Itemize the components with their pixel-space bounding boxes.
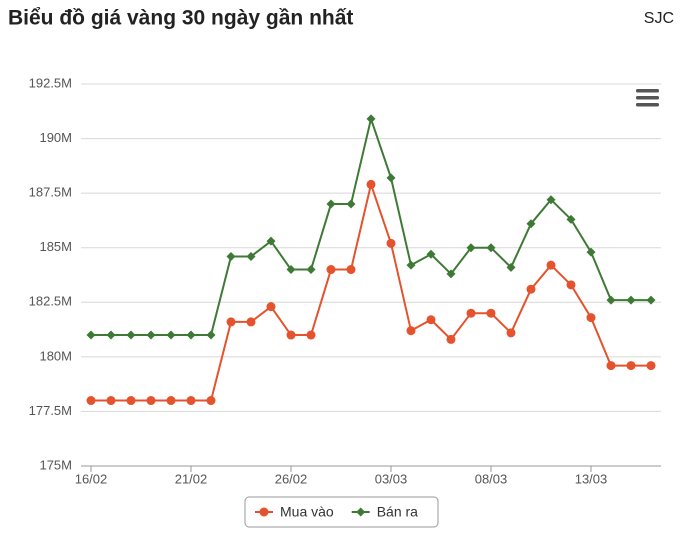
point bbox=[586, 247, 596, 257]
point bbox=[306, 330, 316, 340]
point bbox=[346, 199, 356, 209]
point bbox=[406, 260, 416, 270]
point bbox=[346, 265, 356, 275]
y-tick-label: 190M bbox=[39, 130, 72, 145]
point bbox=[86, 330, 96, 340]
menu-bar bbox=[636, 103, 659, 107]
legend-box bbox=[244, 496, 439, 528]
point bbox=[206, 330, 216, 340]
point bbox=[566, 280, 576, 290]
y-tick-label: 175M bbox=[39, 457, 72, 472]
point bbox=[646, 295, 656, 305]
point bbox=[546, 195, 556, 205]
point bbox=[106, 396, 116, 406]
point bbox=[126, 396, 136, 406]
point bbox=[446, 334, 456, 344]
point bbox=[166, 330, 176, 340]
menu-button[interactable] bbox=[636, 89, 659, 107]
point bbox=[586, 313, 596, 323]
x-tick-label: 13/03 bbox=[575, 471, 608, 486]
point bbox=[186, 396, 196, 406]
point bbox=[306, 265, 316, 275]
point bbox=[506, 328, 516, 338]
point bbox=[266, 236, 276, 246]
y-tick-label: 192.5M bbox=[29, 75, 72, 90]
point bbox=[206, 396, 216, 406]
point bbox=[266, 302, 276, 312]
point bbox=[246, 317, 256, 327]
point bbox=[326, 199, 336, 209]
chart-title: Biểu đồ giá vàng 30 ngày gần nhất bbox=[8, 7, 353, 30]
point bbox=[626, 361, 636, 371]
x-tick-label: 21/02 bbox=[175, 471, 208, 486]
point bbox=[646, 361, 656, 371]
point bbox=[126, 330, 136, 340]
legend-label: Bán ra bbox=[377, 504, 418, 520]
point bbox=[566, 214, 576, 224]
point bbox=[186, 330, 196, 340]
point bbox=[466, 243, 476, 253]
chart-subtitle: SJC bbox=[644, 10, 674, 27]
point bbox=[426, 249, 436, 259]
y-tick-label: 180M bbox=[39, 348, 72, 363]
point bbox=[466, 308, 476, 318]
point bbox=[356, 507, 366, 517]
point bbox=[606, 361, 616, 371]
point bbox=[226, 317, 236, 327]
point bbox=[286, 330, 296, 340]
y-tick-label: 185M bbox=[39, 239, 72, 254]
point bbox=[106, 330, 116, 340]
point bbox=[366, 114, 376, 124]
point bbox=[166, 396, 176, 406]
menu-bar bbox=[636, 96, 659, 100]
point bbox=[626, 295, 636, 305]
point bbox=[226, 251, 236, 261]
y-tick-label: 182.5M bbox=[29, 294, 72, 309]
point bbox=[146, 396, 156, 406]
legend-item[interactable]: Bán ra bbox=[351, 504, 418, 520]
point bbox=[486, 243, 496, 253]
y-tick-label: 177.5M bbox=[29, 403, 72, 418]
point bbox=[259, 507, 269, 517]
legend-label: Mua vào bbox=[280, 504, 334, 520]
point bbox=[526, 284, 536, 294]
y-tick-label: 187.5M bbox=[29, 185, 72, 200]
x-tick-label: 08/03 bbox=[475, 471, 508, 486]
point bbox=[486, 308, 496, 318]
series-line bbox=[91, 180, 651, 402]
x-tick-label: 03/03 bbox=[375, 471, 408, 486]
point bbox=[406, 326, 416, 336]
point bbox=[386, 238, 396, 248]
x-tick-label: 16/02 bbox=[75, 471, 108, 486]
point bbox=[506, 262, 516, 272]
point bbox=[246, 251, 256, 261]
point bbox=[326, 265, 336, 275]
point bbox=[366, 179, 376, 189]
point bbox=[606, 295, 616, 305]
point bbox=[426, 315, 436, 325]
legend-item[interactable]: Mua vào bbox=[255, 504, 334, 520]
point bbox=[86, 396, 96, 406]
x-tick-label: 26/02 bbox=[275, 471, 308, 486]
point bbox=[546, 260, 556, 270]
point bbox=[386, 173, 396, 183]
point bbox=[286, 265, 296, 275]
point bbox=[446, 269, 456, 279]
point bbox=[146, 330, 156, 340]
menu-bar bbox=[636, 89, 659, 93]
point bbox=[526, 219, 536, 229]
